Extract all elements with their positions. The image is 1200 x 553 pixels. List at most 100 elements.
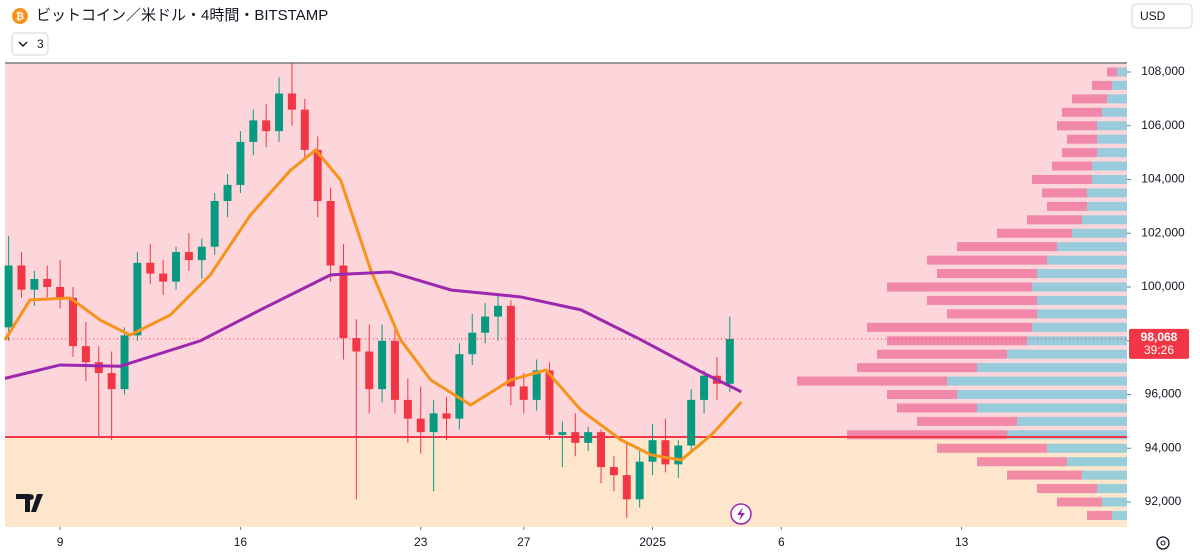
profile-down (937, 269, 1037, 279)
candle-body (648, 440, 657, 462)
candle-body (94, 362, 103, 374)
y-tick-label: 108,000 (1141, 64, 1185, 78)
logo-dot (28, 494, 34, 500)
profile-down (997, 228, 1072, 238)
candle-body (468, 332, 477, 355)
profile-down (1032, 175, 1092, 185)
profile-up (1047, 443, 1127, 453)
profile-up (1057, 242, 1127, 252)
candle-body (197, 246, 206, 261)
profile-up (1037, 309, 1127, 319)
y-tick-label: 92,000 (1145, 494, 1182, 508)
y-tick-label: 96,000 (1145, 387, 1182, 401)
candle-body (545, 370, 554, 435)
profile-down (1092, 80, 1112, 90)
bitcoin-icon-glyph: ₿ (16, 11, 24, 23)
candle-body (455, 354, 464, 419)
x-tick-label: 2025 (639, 535, 666, 549)
profile-down (1062, 148, 1097, 158)
currency-label: USD (1140, 9, 1166, 23)
x-tick-label: 13 (955, 535, 969, 549)
tradingview-logo[interactable] (16, 494, 43, 512)
candle-body (210, 201, 219, 247)
profile-up (947, 376, 1127, 386)
upper-zone (5, 63, 1127, 437)
profile-up (1032, 282, 1127, 292)
profile-up (977, 363, 1127, 373)
profile-up (1092, 175, 1127, 185)
lightning-button[interactable] (730, 503, 752, 525)
profile-up (1082, 215, 1127, 225)
candle-body (275, 93, 284, 132)
symbol-header[interactable]: ₿ ビットコイン／米ドル・4時間・BITSTAMP (12, 7, 328, 24)
profile-down (1027, 215, 1082, 225)
settings-button[interactable] (1156, 536, 1170, 550)
candle-body (481, 316, 490, 333)
profile-down (1062, 107, 1102, 117)
candle-body (506, 305, 515, 387)
logo-shape (16, 494, 43, 512)
profile-down (977, 457, 1067, 467)
candle-body (532, 370, 541, 400)
candle-body (287, 93, 296, 110)
candle-body (352, 338, 361, 352)
indicator-button (11, 32, 49, 56)
candle-body (403, 399, 412, 419)
profile-down (1057, 497, 1102, 507)
candle-body (17, 265, 26, 290)
currency-selector[interactable]: USD (1131, 3, 1193, 29)
profile-down (877, 349, 1007, 359)
profile-up (1102, 497, 1127, 507)
profile-down (1037, 484, 1097, 494)
profile-up (1037, 295, 1127, 305)
profile-down (857, 363, 977, 373)
profile-up (977, 403, 1127, 413)
candle-body (69, 297, 77, 347)
candle-body (674, 445, 683, 465)
profile-down (887, 282, 1032, 292)
x-tick-label: 16 (234, 535, 248, 549)
countdown: 39:26 (1144, 343, 1174, 357)
x-tick-label: 6 (778, 535, 785, 549)
profile-up (1097, 148, 1127, 158)
profile-up (1027, 336, 1127, 346)
candle-body (635, 461, 644, 500)
candle-body (184, 252, 193, 261)
candle-body (442, 413, 451, 419)
candle-body (313, 149, 322, 202)
candle-body (365, 351, 374, 390)
candle-body (429, 413, 438, 433)
profile-up (1107, 94, 1127, 104)
candle-body (223, 184, 232, 202)
profile-down (847, 430, 1007, 440)
profile-up (1117, 67, 1127, 77)
indicator-toggle[interactable]: 3 (11, 32, 49, 56)
profile-down (797, 376, 947, 386)
y-tick-label: 104,000 (1141, 172, 1185, 186)
candle-body (339, 265, 348, 339)
profile-up (1112, 510, 1127, 520)
profile-up (957, 390, 1127, 400)
profile-up (1092, 161, 1127, 171)
profile-up (1007, 430, 1127, 440)
profile-down (897, 403, 977, 413)
profile-up (1017, 416, 1127, 426)
profile-down (927, 295, 1037, 305)
x-tick-label: 27 (517, 535, 531, 549)
profile-down (1007, 470, 1082, 480)
candle-body (597, 432, 606, 468)
candle-body (133, 262, 142, 336)
candle-body (571, 432, 580, 443)
profile-down (1057, 121, 1097, 131)
currency-button (1131, 3, 1193, 29)
candle-body (390, 340, 399, 400)
profile-down (1047, 201, 1087, 211)
profile-up (1072, 228, 1127, 238)
candle-body (81, 346, 90, 363)
settings-gear (1156, 536, 1170, 550)
x-tick-label: 23 (414, 535, 428, 549)
profile-up (1082, 470, 1127, 480)
settings-gear-center (1160, 540, 1166, 546)
candle-body (622, 475, 631, 500)
profile-down (887, 390, 957, 400)
